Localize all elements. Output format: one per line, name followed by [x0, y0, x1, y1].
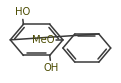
Text: OH: OH	[43, 63, 59, 73]
Text: HO: HO	[15, 7, 30, 17]
Text: MeO: MeO	[32, 35, 55, 45]
